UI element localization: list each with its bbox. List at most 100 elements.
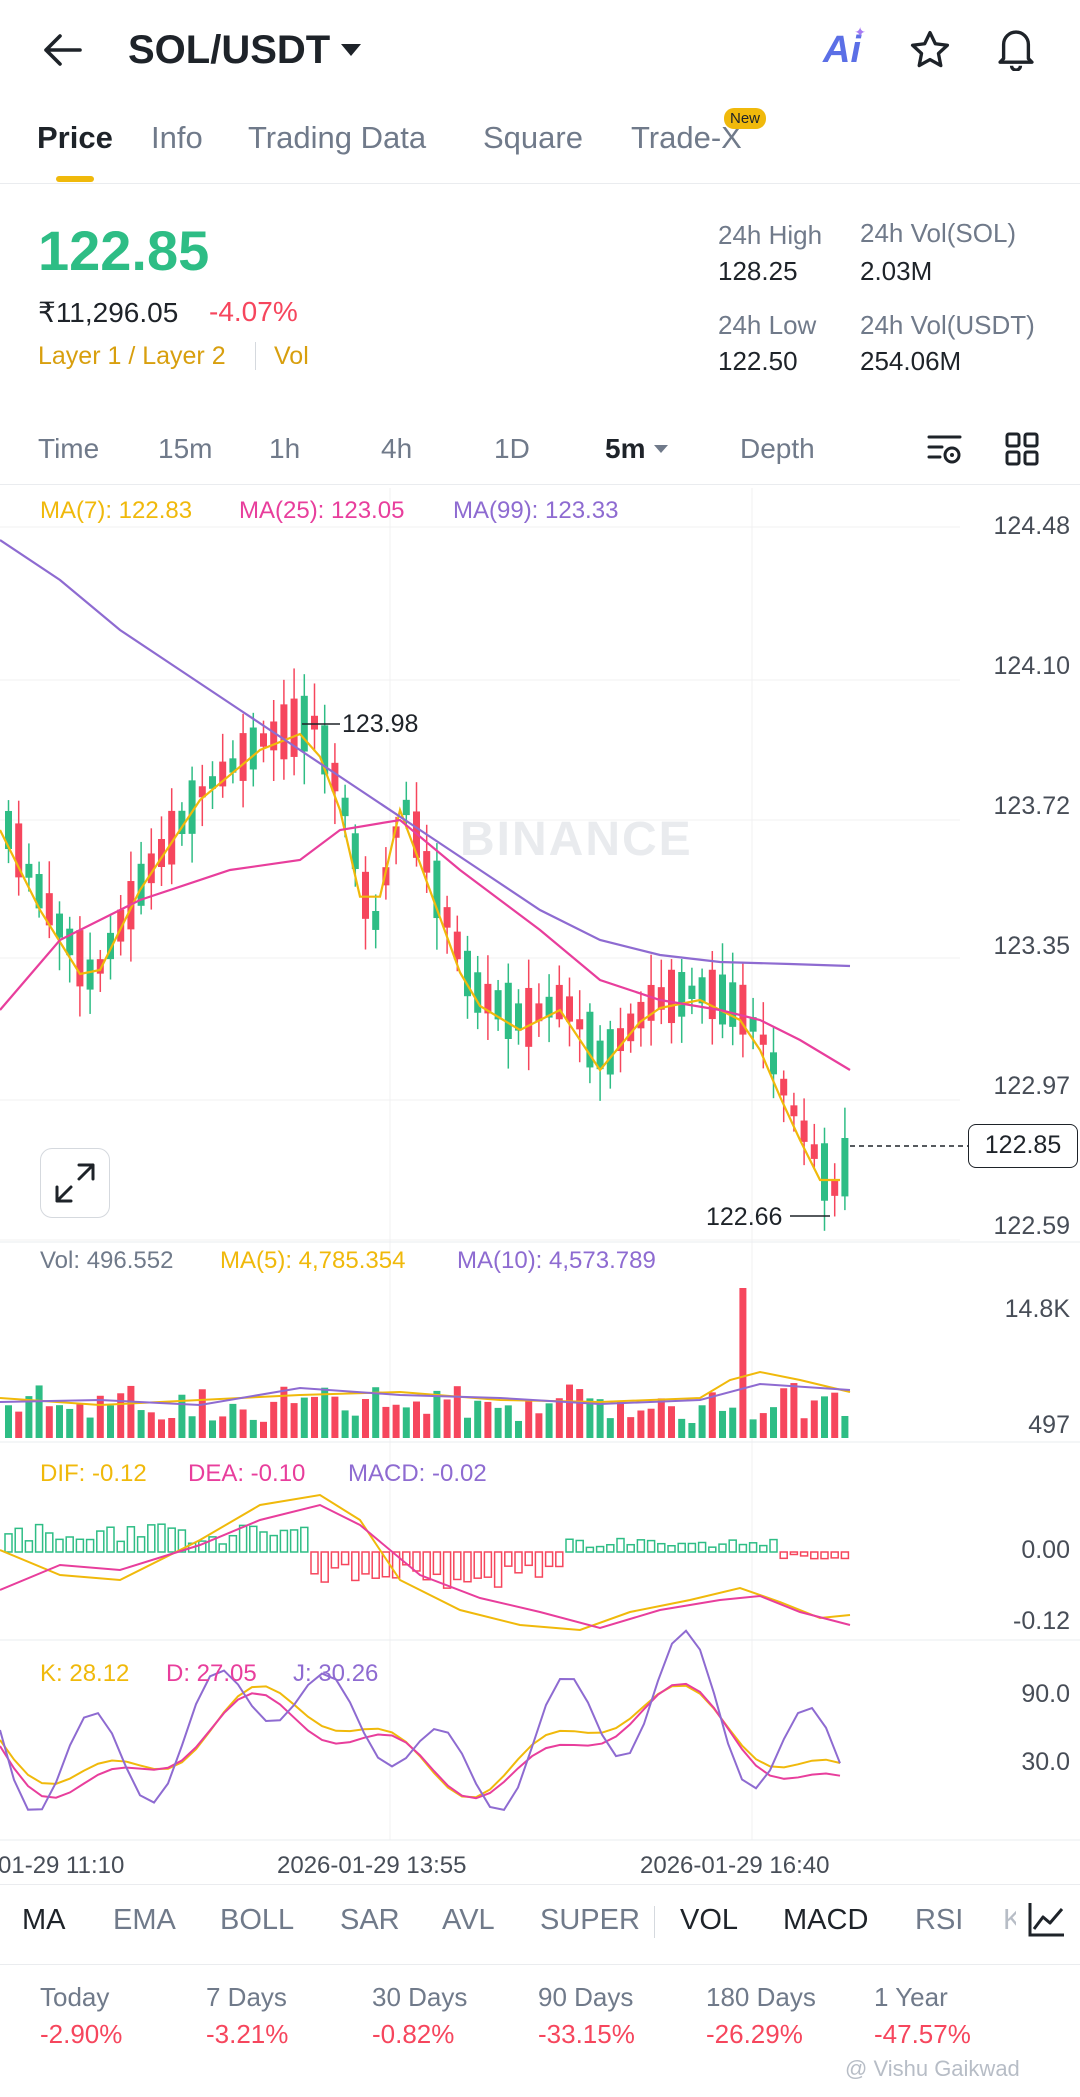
- vol-sol-value: 2.03M: [860, 256, 933, 286]
- tf-1h[interactable]: 1h: [269, 433, 301, 464]
- macd-histogram-bar: [544, 1551, 554, 1568]
- volume-bar: [749, 1419, 757, 1438]
- perf-label: Today: [40, 1982, 110, 2012]
- tf-depth[interactable]: Depth: [740, 433, 815, 464]
- tab-trading-data[interactable]: Trading Data: [248, 120, 427, 155]
- candle-body: [759, 1034, 767, 1045]
- macd-histogram-bar: [55, 1538, 64, 1553]
- tf-15m[interactable]: 15m: [158, 433, 213, 464]
- candle-body: [504, 982, 512, 1039]
- pair-selector[interactable]: SOL/USDT: [128, 20, 362, 80]
- favorite-button[interactable]: [898, 18, 962, 82]
- category-tag[interactable]: Layer 1 / Layer 2: [38, 342, 226, 370]
- macd-histogram-bar: [310, 1551, 319, 1575]
- volume-bar: [515, 1420, 522, 1438]
- volume-bar: [127, 1385, 135, 1438]
- vol-tag[interactable]: Vol: [274, 342, 309, 370]
- candle-body: [25, 863, 33, 878]
- dea-legend: DEA: -0.10: [188, 1460, 306, 1487]
- candle-body: [188, 780, 196, 834]
- candle-body: [729, 982, 737, 1027]
- volume-bar: [331, 1396, 339, 1438]
- macd-histogram-bar: [147, 1524, 156, 1553]
- candle-body: [433, 860, 441, 919]
- macd-histogram-bar: [85, 1538, 95, 1553]
- tf-5m-dropdown[interactable]: 5m: [605, 433, 669, 465]
- candle-body: [545, 996, 553, 1018]
- macd-histogram-bar: [565, 1538, 574, 1553]
- candle-body: [535, 1003, 543, 1022]
- candle-body: [637, 1001, 645, 1029]
- indicator-ema[interactable]: EMA: [113, 1904, 176, 1936]
- tab-info[interactable]: Info: [151, 120, 203, 155]
- tab-trade-x[interactable]: Trade-X: [631, 120, 742, 155]
- tf-1d[interactable]: 1D: [494, 433, 530, 464]
- perf-1y: 1 Year -47.57%: [874, 1982, 1034, 2050]
- indicator-super[interactable]: SUPER: [540, 1904, 640, 1936]
- candle-body: [708, 969, 716, 1020]
- candle-body: [158, 839, 165, 867]
- layout-button[interactable]: [997, 424, 1047, 474]
- macd-histogram-bar: [759, 1544, 768, 1553]
- volume-bar: [464, 1417, 471, 1438]
- indicator-more-button[interactable]: [1016, 1890, 1076, 1950]
- volume-bar: [209, 1420, 216, 1438]
- candle-body: [423, 851, 431, 873]
- candle-body: [321, 725, 329, 775]
- tab-square[interactable]: Square: [483, 120, 583, 155]
- indicator-avl[interactable]: AVL: [442, 1904, 495, 1936]
- macd-histogram-bar: [677, 1542, 686, 1553]
- volume-bar: [168, 1417, 176, 1438]
- candle-body: [147, 853, 155, 884]
- chart-settings-button[interactable]: [920, 424, 970, 474]
- macd-histogram-bar: [106, 1526, 115, 1553]
- binance-watermark: BINANCE: [460, 813, 693, 866]
- macd-histogram-bar: [340, 1551, 350, 1566]
- indicator-vol[interactable]: VOL: [680, 1904, 739, 1936]
- candle-body: [76, 930, 84, 987]
- volume-bar: [637, 1410, 645, 1438]
- indicator-ma[interactable]: MA: [22, 1904, 66, 1936]
- indicator-rsi[interactable]: RSI: [915, 1904, 964, 1936]
- tf-time[interactable]: Time: [38, 433, 100, 464]
- volume-bar: [688, 1422, 696, 1438]
- macd-axis-label: -0.12: [1013, 1607, 1070, 1635]
- volume-bar: [433, 1390, 441, 1438]
- candle-body: [219, 761, 227, 787]
- high-24h-label: 24h High: [718, 220, 823, 250]
- perf-value: -3.21%: [206, 2019, 289, 2049]
- macd-histogram-bar: [45, 1532, 54, 1553]
- candlestick-chart[interactable]: [0, 484, 1080, 1884]
- perf-today: Today -2.90%: [40, 1982, 200, 2050]
- indicator-macd[interactable]: MACD: [783, 1904, 869, 1936]
- volume-bar: [617, 1401, 624, 1438]
- j-line: [0, 1629, 841, 1812]
- price-axis-label: 124.48: [993, 512, 1070, 540]
- tab-price[interactable]: Price: [37, 120, 113, 155]
- back-button[interactable]: [30, 18, 94, 82]
- volume-bar: [668, 1406, 675, 1438]
- back-arrow-icon: [44, 34, 82, 66]
- macd-histogram-bar: [228, 1534, 238, 1553]
- macd-histogram-bar: [330, 1551, 340, 1569]
- candle-body: [260, 733, 267, 747]
- macd-histogram-bar: [626, 1543, 635, 1553]
- macd-histogram-bar: [4, 1533, 13, 1553]
- volume-bar: [239, 1409, 247, 1438]
- macd-legend: MACD: -0.02: [348, 1460, 487, 1487]
- perf-value: -33.15%: [538, 2019, 635, 2049]
- indicator-sar[interactable]: SAR: [340, 1904, 400, 1936]
- candle-body: [688, 985, 696, 999]
- candle-body: [627, 1013, 635, 1042]
- ma25-line: [0, 818, 851, 1071]
- volume-bar: [474, 1400, 482, 1438]
- alert-button[interactable]: [984, 16, 1048, 80]
- macd-histogram-bar: [249, 1525, 258, 1553]
- fullscreen-button[interactable]: [40, 1148, 110, 1218]
- indicator-boll[interactable]: BOLL: [220, 1904, 295, 1936]
- volume-bar: [729, 1407, 737, 1438]
- ai-button[interactable]: Ai ✦: [810, 18, 874, 82]
- volume-bar: [5, 1405, 12, 1438]
- macd-histogram-bar: [769, 1538, 778, 1553]
- tf-4h[interactable]: 4h: [381, 433, 413, 464]
